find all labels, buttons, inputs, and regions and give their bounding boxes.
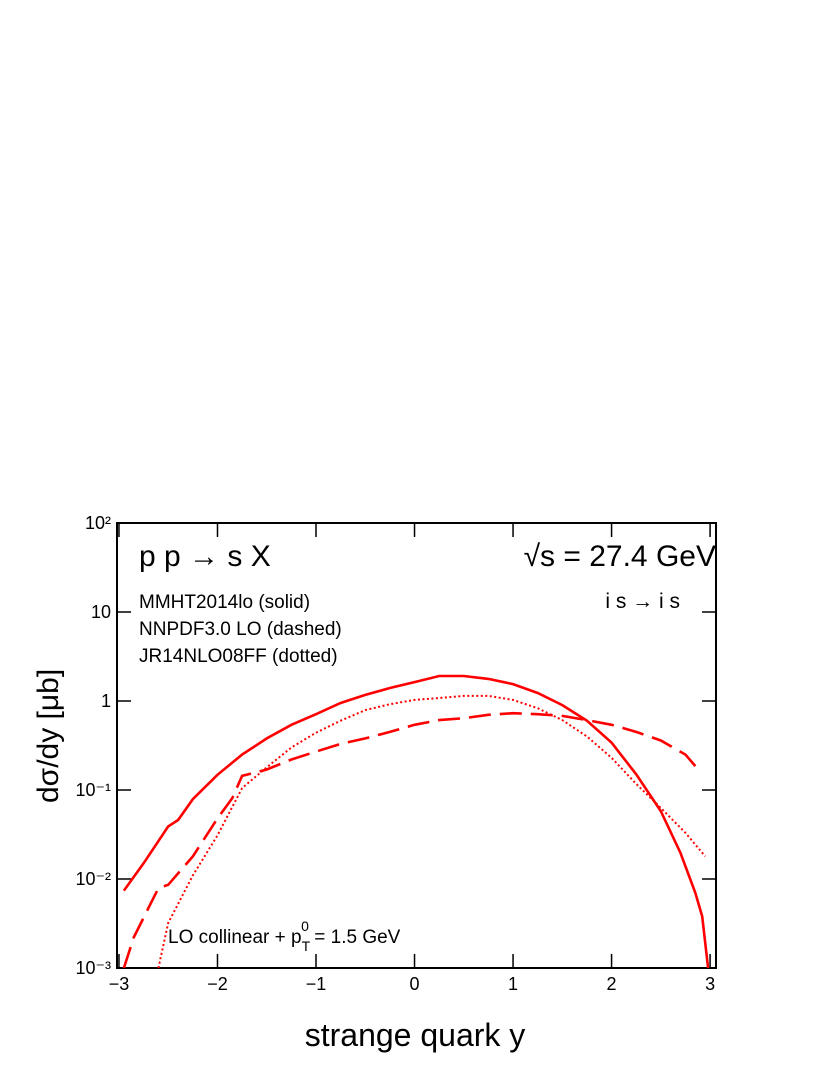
legend-note: NNPDF3.0 LO (dashed) (139, 619, 342, 640)
legend-note: MMHT2014lo (solid) (139, 592, 310, 613)
annotation-sub: T (302, 938, 311, 954)
x-tick-label: −3 (109, 974, 130, 994)
y-axis-label: dσ/dy [μb] (32, 669, 65, 803)
x-tick-label: −1 (306, 974, 327, 994)
legend-note: JR14NLO08FF (dotted) (139, 646, 338, 667)
x-tick-label: 1 (508, 974, 518, 994)
x-tick-label: 3 (705, 974, 715, 994)
annotation: LO collinear + pT 0 = 1.5 GeV (168, 918, 401, 954)
annotation-part: = 1.5 GeV (309, 927, 401, 948)
annotation-sup: 0 (301, 918, 309, 934)
energy-label: √s = 27.4 GeV (524, 540, 716, 573)
y-tick-label: 10² (85, 513, 111, 533)
series-line (122, 711, 702, 968)
annotation-part: LO collinear + p (168, 927, 302, 948)
y-tick-label: 1 (101, 691, 111, 711)
x-tick-label: −2 (207, 974, 228, 994)
series-line (157, 694, 706, 968)
y-tick-label: 10⁻² (75, 869, 111, 889)
plot-frame (116, 522, 717, 969)
y-tick-label: 10 (91, 602, 111, 622)
series-line (122, 674, 710, 968)
process-label: i s → i s (605, 590, 680, 613)
x-tick-label: 2 (607, 974, 617, 994)
y-tick-label: 10⁻¹ (75, 780, 111, 800)
x-axis-label: strange quark y (305, 1017, 526, 1053)
y-tick-label: 10⁻³ (75, 958, 111, 978)
x-tick-label: 0 (410, 974, 420, 994)
chart-title: p p → s X (139, 540, 271, 573)
